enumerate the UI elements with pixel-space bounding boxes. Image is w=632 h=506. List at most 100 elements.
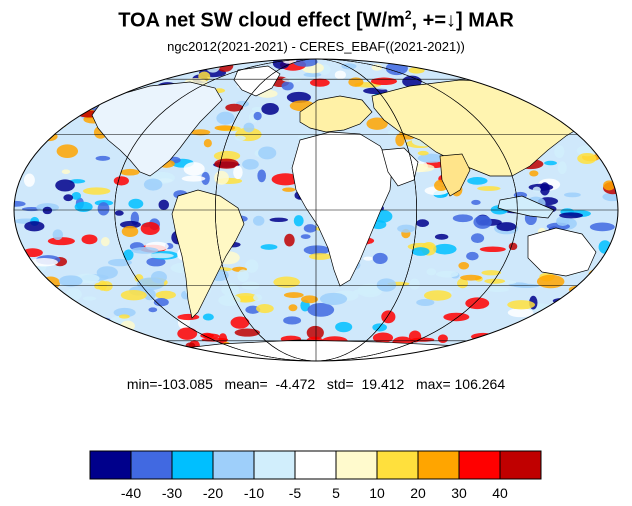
field-blob [118,314,130,319]
colorbar-tick-label: 5 [332,485,340,501]
field-blob [288,304,298,312]
field-blob [416,299,435,307]
field-blob [335,321,353,333]
field-blob [56,144,79,158]
field-blob [183,162,205,176]
colorbar-box [499,450,542,480]
field-blob [256,304,274,314]
field-blob [529,170,539,177]
field-blob [107,258,132,267]
field-blob [120,220,141,229]
field-blob [487,287,510,293]
field-blob [301,295,319,304]
colorbar-box [253,450,296,480]
field-blob [258,146,277,160]
field-blob [269,217,289,222]
field-blob [479,246,506,253]
field-blob [397,224,416,233]
field-blob [286,91,311,103]
field-blob [42,206,53,215]
field-blob [234,328,260,337]
field-blob [155,290,176,300]
colorbar-boxes [89,450,542,480]
field-blob [148,307,158,313]
field-blob [372,332,394,343]
field-blob [158,199,170,211]
field-blob [460,274,482,281]
field-blob [213,150,241,162]
field-blob [201,171,210,185]
field-blob [81,234,98,245]
colorbar-box [212,450,255,480]
field-blob [177,327,198,340]
field-blob [417,153,445,163]
field-blob [218,294,241,307]
field-blob [470,233,485,244]
field-blob [128,198,144,209]
field-blob [242,158,259,170]
field-blob [334,70,346,80]
title-suffix: , +=↓] MAR [411,9,514,32]
field-blob [123,249,134,261]
field-blob [82,187,111,195]
africa [291,131,393,287]
colorbar-tick-label: -30 [162,485,182,501]
field-blob [233,165,243,180]
europe [299,95,373,133]
field-blob [484,278,506,284]
field-blob [218,333,228,345]
field-blob [271,173,300,186]
field-blob [467,177,488,185]
colorbar-labels: -40 -30 -20 -10 -5 5 10 20 30 40 [121,485,508,501]
field-blob [273,276,300,288]
field-blob [466,251,479,261]
field-blob [214,125,236,131]
field-blob [203,139,212,148]
field-blob [252,215,265,226]
field-blob [131,247,159,254]
colorbar-tick-label: -40 [121,485,141,501]
field-blob [47,237,75,246]
field-blob [372,252,388,264]
arabian-peninsula [381,147,419,187]
south-america [171,189,245,319]
maritime-continent [497,195,555,219]
field-blob [74,201,93,212]
greenland [233,65,281,97]
field-blob [564,192,581,198]
colorbar-tick-label: 30 [451,485,467,501]
north-america [91,81,223,177]
field-blob [411,247,430,256]
title-main: TOA net SW cloud effect [W/m [118,9,405,32]
field-blob [237,269,249,282]
field-blob [433,243,457,255]
field-blob [496,222,517,232]
map-subtitle: ngc2012(2021-2021) - CERES_EBAF((2021-20… [167,39,465,54]
field-blob [303,224,317,233]
field-blob [473,215,492,229]
field-blob [589,222,615,232]
graticule [14,59,618,361]
field-blob [71,191,82,200]
colorbar-tick-label: 20 [410,485,426,501]
field-blob [603,180,616,191]
field-blob [282,77,302,83]
field-blob [477,186,501,191]
field-blob [120,289,147,301]
field-blob [140,221,160,236]
field-blob [303,72,322,78]
field-blob [100,237,110,247]
field-blob [23,173,35,187]
field-blob [308,253,332,260]
field-blob [284,233,295,247]
field-blob [281,81,294,91]
field-blob [557,161,567,175]
field-blob [309,78,330,87]
india [439,153,471,197]
field-blob [306,325,324,340]
field-blob [121,225,139,238]
colorbar-tick-label: -10 [244,485,264,501]
field-blob [214,158,239,169]
